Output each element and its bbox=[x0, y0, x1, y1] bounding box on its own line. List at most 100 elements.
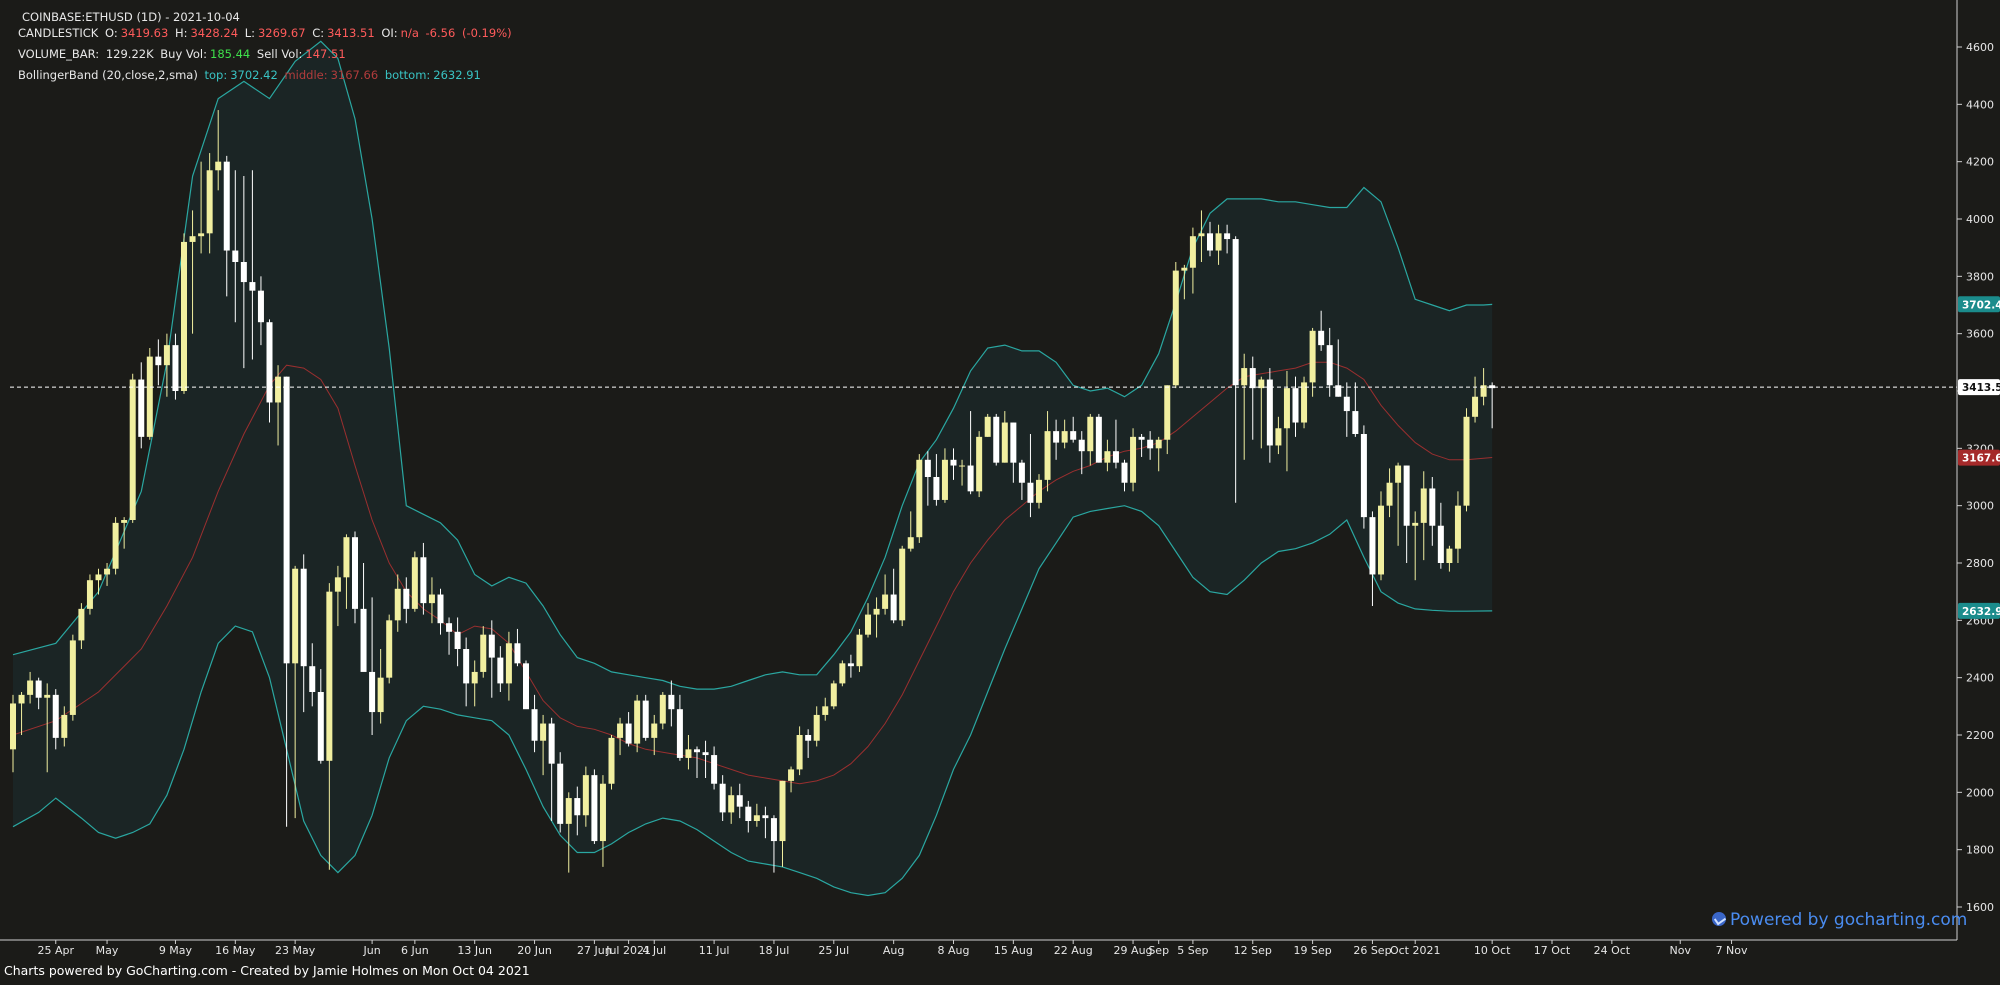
powered-by-text: Powered by gocharting.com bbox=[1730, 910, 1968, 930]
top-badge-bg bbox=[1958, 296, 2000, 313]
candle-body bbox=[993, 416, 1000, 463]
candle-body bbox=[1249, 368, 1256, 389]
y-tick-label: 2000 bbox=[1966, 786, 1994, 799]
close-label: C: bbox=[312, 26, 325, 40]
candle-body bbox=[1446, 548, 1453, 563]
middle-badge-bg bbox=[1958, 449, 2000, 466]
candle-body bbox=[300, 568, 307, 667]
candle-body bbox=[634, 700, 641, 744]
candle-body bbox=[189, 236, 196, 242]
x-tick-label: 20 Jun bbox=[517, 944, 552, 957]
volume-legend: VOLUME_BAR: 129.22K Buy Vol: 185.44 Sell … bbox=[18, 47, 349, 61]
y-tick-label: 1600 bbox=[1966, 901, 1994, 914]
candle-body bbox=[813, 714, 820, 741]
candle-body bbox=[1018, 462, 1025, 483]
powered-by-link[interactable]: Powered by gocharting.com bbox=[1712, 910, 1967, 930]
candle-body bbox=[976, 436, 983, 492]
candle-body bbox=[548, 723, 555, 764]
candle-body bbox=[352, 537, 358, 609]
candle-body bbox=[275, 376, 282, 403]
candle-body bbox=[69, 640, 76, 715]
candle-body bbox=[1326, 345, 1333, 386]
candle-body bbox=[1343, 396, 1350, 412]
candle-body bbox=[625, 723, 632, 744]
x-tick-label: 12 Sep bbox=[1234, 944, 1272, 957]
candle-body bbox=[317, 692, 324, 761]
x-tick-label: 18 Jul bbox=[759, 944, 790, 957]
candle-body bbox=[1412, 522, 1419, 526]
bollinger-top-line bbox=[12, 40, 1493, 690]
candle-body bbox=[736, 795, 743, 807]
candle-body bbox=[1480, 385, 1487, 397]
buy-volume-value: 185.44 bbox=[210, 47, 251, 61]
candle-body bbox=[35, 680, 42, 698]
candle-body bbox=[1070, 431, 1077, 440]
x-tick-label: Jun bbox=[363, 944, 381, 957]
candle-body bbox=[1335, 385, 1342, 397]
candle-body bbox=[839, 663, 846, 684]
candle-body bbox=[1395, 465, 1402, 483]
candle-body bbox=[873, 608, 880, 615]
candle-body bbox=[830, 683, 837, 707]
bollinger-middle-label: middle: bbox=[284, 68, 328, 82]
x-tick-label: 6 Jun bbox=[401, 944, 429, 957]
candle-body bbox=[1463, 416, 1470, 506]
candle-body bbox=[360, 608, 367, 672]
candle-body bbox=[1429, 488, 1436, 526]
candle-body bbox=[61, 714, 68, 738]
candle-body bbox=[950, 459, 957, 466]
candle-body bbox=[172, 345, 179, 391]
candle-body bbox=[719, 783, 726, 813]
candle-body bbox=[685, 749, 692, 758]
candle-body bbox=[924, 459, 931, 477]
candle-body bbox=[215, 161, 222, 171]
candle-body bbox=[1275, 428, 1282, 446]
candle-body bbox=[1318, 330, 1325, 346]
bollinger-label: BollingerBand (20,close,2,sma) bbox=[18, 68, 198, 82]
x-tick-label: 29 Aug bbox=[1114, 944, 1153, 957]
candle-body bbox=[668, 694, 675, 710]
bollinger-top-value: 3702.42 bbox=[230, 68, 278, 82]
bollinger-middle-line bbox=[12, 361, 1493, 785]
x-tick-label: 13 Jun bbox=[457, 944, 492, 957]
candle-body bbox=[1266, 379, 1273, 446]
candle-body bbox=[916, 459, 923, 538]
candle-body bbox=[198, 233, 205, 237]
candle-body bbox=[1369, 517, 1376, 575]
candle-body bbox=[582, 775, 589, 816]
candle-body bbox=[1189, 236, 1196, 268]
y-tick-label: 4400 bbox=[1966, 98, 1994, 111]
candle-body bbox=[232, 250, 239, 262]
change-percent: (-0.19%) bbox=[461, 26, 512, 40]
candle-body bbox=[1283, 388, 1290, 429]
open-value: 3419.63 bbox=[120, 26, 169, 40]
candle-body bbox=[86, 580, 93, 609]
candle-body bbox=[1164, 385, 1171, 440]
candle-body bbox=[523, 663, 529, 710]
candle-body bbox=[257, 290, 264, 323]
candle-body bbox=[1232, 239, 1239, 386]
candle-body bbox=[223, 161, 230, 251]
candle-body bbox=[78, 608, 85, 641]
gocharting-logo-icon bbox=[1712, 912, 1726, 926]
candle-body bbox=[1061, 431, 1068, 443]
low-label: L: bbox=[244, 26, 255, 40]
x-tick-label: 5 Sep bbox=[1177, 944, 1208, 957]
candle-body bbox=[770, 818, 777, 842]
candle-body bbox=[941, 459, 948, 500]
sell-volume-label: Sell Vol: bbox=[256, 47, 303, 61]
x-tick-label: 27 Jun bbox=[577, 944, 612, 957]
candlestick-label: CANDLESTICK bbox=[18, 26, 99, 40]
candle-body bbox=[1001, 422, 1008, 463]
candle-body bbox=[1378, 505, 1384, 575]
candle-body bbox=[1053, 431, 1060, 443]
candle-body bbox=[394, 588, 401, 621]
candle-body bbox=[591, 775, 598, 842]
y-tick-label: 3600 bbox=[1966, 328, 1994, 341]
candle-body bbox=[599, 783, 606, 842]
candle-body bbox=[266, 322, 273, 403]
x-tick-label: May bbox=[96, 944, 119, 957]
candle-body bbox=[728, 795, 735, 813]
